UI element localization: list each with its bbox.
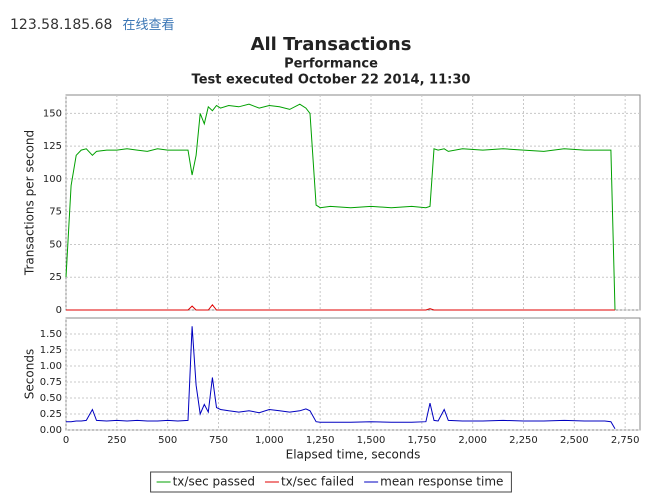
y-tick-label: 1.25: [40, 345, 62, 356]
series-line: [66, 326, 616, 429]
y-tick-label: 100: [43, 174, 62, 185]
x-tick-label: 1,750: [408, 435, 437, 446]
y-tick-label: 0.75: [40, 377, 62, 388]
series-line: [66, 303, 615, 311]
x-tick-label: 750: [209, 435, 228, 446]
y-tick-label: 0: [56, 305, 62, 316]
legend-box: [150, 471, 512, 493]
x-tick-label: 2,000: [458, 435, 487, 446]
y-tick-label: 1.00: [40, 361, 62, 372]
y-tick-label: 0.25: [40, 409, 62, 420]
view-link[interactable]: 在线查看: [122, 18, 175, 33]
y-axis-label: Seconds: [23, 349, 37, 399]
x-tick-label: 500: [158, 435, 177, 446]
header: 123.58.185.68 在线查看: [10, 14, 174, 33]
x-tick-label: 1,500: [357, 435, 386, 446]
legend-label: tx/sec failed: [281, 475, 354, 489]
legend-label: mean response time: [380, 475, 503, 489]
chart-title: All Transactions: [251, 34, 412, 55]
legend-label: tx/sec passed: [173, 475, 255, 489]
plot-area: [65, 317, 641, 431]
x-tick-label: 2,500: [560, 435, 589, 446]
x-tick-label: 2,250: [509, 435, 538, 446]
address: 123.58.185.68: [10, 17, 113, 33]
y-tick-label: 25: [49, 272, 62, 283]
x-tick-label: 1,000: [255, 435, 284, 446]
chart-subtitle: Performance: [284, 57, 378, 72]
x-axis-label: Elapsed time, seconds: [286, 448, 421, 462]
x-tick-label: 250: [107, 435, 126, 446]
x-tick-label: 2,750: [611, 435, 640, 446]
y-tick-label: 0.00: [40, 425, 62, 436]
x-tick-label: 0: [63, 435, 69, 446]
y-tick-label: 0.50: [40, 393, 62, 404]
series-line: [65, 103, 616, 311]
y-axis-label: Transactions per second: [23, 130, 37, 276]
x-tick-label: 1,250: [306, 435, 335, 446]
plot-area: [65, 94, 641, 311]
y-tick-label: 1.50: [40, 329, 62, 340]
y-tick-label: 150: [43, 108, 62, 119]
y-tick-label: 125: [43, 141, 62, 152]
y-tick-label: 50: [49, 239, 62, 250]
y-tick-label: 75: [49, 207, 62, 218]
chart-caption: Test executed October 22 2014, 11:30: [192, 73, 471, 88]
